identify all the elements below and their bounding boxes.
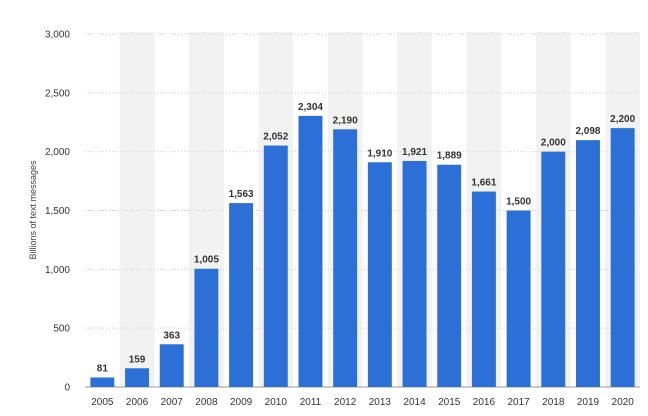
- x-tick-label: 2011: [300, 397, 322, 408]
- x-tick-label: 2008: [195, 397, 218, 408]
- data-label: 1,500: [506, 197, 531, 208]
- x-tick-label: 2015: [438, 397, 461, 408]
- data-label: 81: [97, 363, 109, 374]
- bar: [90, 377, 115, 387]
- x-axis-ticks: 2005 2006 2007 2008 2009 2010 2011 2012 2013 2014…: [91, 397, 634, 408]
- x-tick-label: 2017: [507, 397, 530, 408]
- bar: [367, 162, 392, 387]
- bar: [263, 145, 288, 387]
- x-tick-label: 2018: [542, 397, 565, 408]
- bar: [125, 368, 149, 387]
- x-tick-label: 2013: [369, 397, 392, 408]
- bar: [229, 203, 254, 387]
- x-tick-label: 2006: [126, 397, 149, 408]
- y-axis-label: Billions of text messages: [28, 160, 38, 260]
- y-tick-label: 2,500: [45, 88, 70, 99]
- data-label: 2,190: [333, 115, 358, 126]
- data-label: 2,098: [575, 126, 600, 137]
- y-tick-label: 1,000: [45, 265, 70, 276]
- data-label: 1,661: [471, 178, 496, 189]
- data-label: 1,889: [437, 151, 462, 162]
- x-tick-label: 2009: [230, 397, 253, 408]
- bar: [576, 140, 600, 387]
- x-tick-label: 2005: [91, 397, 114, 408]
- bar: [541, 151, 566, 387]
- data-label: 159: [129, 354, 146, 365]
- y-tick-label: 1,500: [45, 206, 70, 217]
- bar: [402, 160, 427, 387]
- data-labels: 81 159 363 1,005 1,563 2,052 2,304 2,190 1,910 1,…: [97, 102, 636, 375]
- data-label: 2,000: [541, 138, 566, 149]
- y-tick-label: 2,000: [45, 147, 70, 158]
- data-label: 1,921: [402, 147, 427, 158]
- bar: [506, 210, 531, 387]
- data-label: 1,005: [194, 255, 219, 266]
- bar: [159, 344, 184, 387]
- x-tick-label: 2007: [161, 397, 184, 408]
- bar: [437, 164, 462, 387]
- bar: [471, 191, 496, 387]
- x-tick-label: 2020: [612, 397, 635, 408]
- bar: [298, 115, 323, 388]
- y-axis-ticks: 0 500 1,000 1,500 2,000 2,500 3,000: [45, 30, 70, 394]
- data-label: 363: [163, 330, 180, 341]
- y-tick-label: 500: [53, 324, 70, 335]
- x-tick-label: 2012: [334, 397, 357, 408]
- x-tick-label: 2016: [473, 397, 496, 408]
- x-tick-label: 2014: [403, 397, 426, 408]
- data-label: 2,200: [610, 114, 635, 125]
- y-tick-label: 3,000: [45, 30, 70, 41]
- bar: [610, 128, 635, 387]
- column-band: [119, 32, 155, 387]
- y-tick-label: 0: [64, 383, 70, 394]
- data-label: 1,910: [367, 148, 392, 159]
- bars: [90, 115, 635, 388]
- bar: [333, 129, 358, 387]
- bar: [194, 268, 219, 387]
- data-label: 1,563: [229, 189, 254, 200]
- data-label: 2,304: [298, 102, 323, 113]
- x-tick-label: 2010: [265, 397, 288, 408]
- data-label: 2,052: [263, 132, 288, 143]
- x-tick-label: 2019: [577, 397, 600, 408]
